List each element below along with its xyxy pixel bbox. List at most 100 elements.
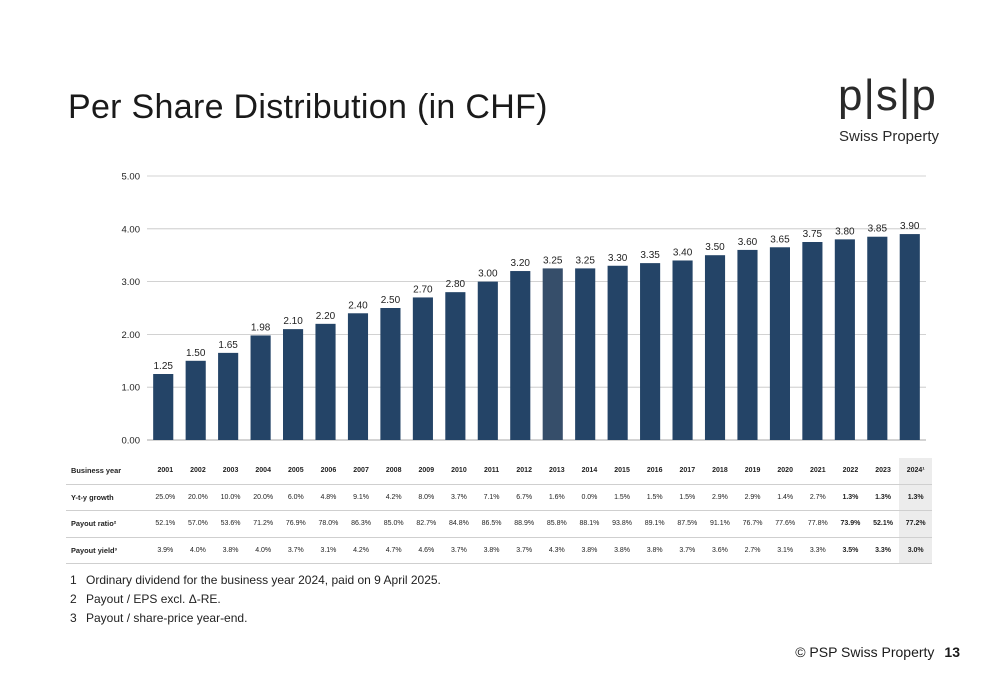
table-cell: 2.7%: [809, 493, 826, 501]
table-cell: 3.3%: [809, 546, 826, 554]
data-label-2018: 3.50: [705, 242, 725, 253]
data-label-2017: 3.40: [673, 247, 693, 258]
year-header: 2001: [157, 467, 174, 475]
table-cell: 10.0%: [220, 493, 241, 501]
table-cell: 4.7%: [385, 546, 402, 554]
year-header: 2007: [353, 467, 369, 475]
bar-2012: [510, 271, 531, 440]
bar-2018: [704, 255, 726, 440]
y-tick-label: 5.00: [122, 172, 141, 183]
year-header: 2016: [646, 467, 663, 475]
data-label-2010: 2.80: [446, 279, 466, 290]
data-label-2024: 3.90: [900, 221, 920, 232]
table-cell: 3.7%: [679, 546, 696, 554]
table-cell: 73.9%: [840, 520, 861, 528]
data-label-2007: 2.40: [348, 300, 368, 311]
data-label-2020: 3.65: [770, 234, 790, 245]
table-cell: 3.5%: [842, 546, 859, 554]
footer: © PSP Swiss Property 13: [795, 644, 960, 660]
table-cell: 86.3%: [351, 520, 371, 528]
table-cell: 4.0%: [255, 546, 272, 554]
bar-2022: [834, 239, 855, 440]
year-header: 2017: [679, 467, 696, 475]
table-cell: 8.0%: [418, 493, 435, 501]
footnote-2-text: Payout / EPS excl. Δ-RE.: [86, 592, 221, 606]
table-cell: 89.1%: [644, 520, 665, 528]
table-cell: 3.7%: [287, 546, 304, 554]
footnote-3: 3 Payout / share-price year-end.: [70, 611, 247, 625]
table-cell: 9.1%: [353, 493, 370, 501]
table-cell: 87.5%: [677, 520, 698, 528]
footnote-2-num: 2: [70, 592, 77, 606]
bar-2017: [672, 260, 693, 440]
row-label: Y-t-y growth: [71, 492, 114, 502]
table-cell: 3.8%: [614, 546, 631, 554]
data-label-2006: 2.20: [316, 311, 336, 322]
year-header: 2018: [712, 467, 728, 475]
table-cell: 1.3%: [899, 484, 932, 511]
table-cell: 1.3%: [842, 493, 859, 501]
bar-2010: [445, 292, 466, 440]
table-cell: 77.6%: [775, 520, 796, 528]
table-cell: 88.1%: [579, 520, 600, 528]
table-cell: 3.6%: [711, 546, 728, 554]
bar-2013: [542, 268, 563, 440]
year-header: 2024¹: [899, 458, 932, 484]
table-cell: 6.7%: [516, 493, 533, 501]
table-cell: 3.7%: [516, 546, 533, 554]
table-header-row: Business year 2001 2002 2003 2004 2005 2006 200…: [66, 458, 932, 484]
page-number: 13: [944, 644, 960, 660]
table-cell: 85.8%: [546, 520, 567, 528]
copyright: © PSP Swiss Property: [795, 644, 935, 660]
table-cell: 71.2%: [253, 520, 274, 528]
table-cell: 1.5%: [614, 493, 631, 501]
year-header: 2015: [614, 467, 630, 475]
table-cell: 0.0%: [581, 493, 598, 501]
bar-2016: [640, 263, 661, 440]
table-cell: 85.0%: [383, 520, 404, 528]
table-cell: 6.0%: [287, 493, 304, 501]
year-header: 2020: [777, 467, 793, 475]
table-cell: 3.7%: [450, 493, 467, 501]
year-header: 2014: [581, 467, 598, 475]
bar-2001: [153, 374, 174, 440]
table-row: Y-t-y growth 25.0% 20.0% 10.0% 20.0% 6.0% 4.8%…: [66, 484, 932, 511]
data-label-2012: 3.20: [511, 258, 531, 269]
data-label-2003: 1.65: [218, 340, 238, 351]
table-cell: 4.2%: [385, 493, 402, 501]
y-tick-label: 3.00: [122, 277, 141, 288]
data-label-2011: 3.00: [478, 269, 498, 280]
table-cell: 4.0%: [189, 546, 206, 554]
table-cell: 3.8%: [646, 546, 663, 554]
company-logo: p|s|p Swiss Property: [838, 71, 940, 154]
year-header: 2013: [549, 467, 565, 475]
footnote-3-text: Payout / share-price year-end.: [86, 611, 248, 625]
table-cell: 93.8%: [612, 520, 632, 528]
footnote-1-text: Ordinary dividend for the business year …: [86, 573, 441, 587]
table-cell: 3.3%: [875, 546, 892, 554]
year-header: 2023: [875, 467, 891, 475]
footnote-1-num: 1: [70, 573, 77, 587]
bar-2003: [218, 352, 239, 440]
row-label: Business year: [71, 466, 122, 476]
bar-2005: [283, 329, 304, 440]
table-cell: 1.4%: [777, 493, 794, 501]
table-cell: 76.7%: [742, 520, 763, 528]
page-title: Per Share Distribution (in CHF): [68, 88, 548, 126]
bar-2011: [477, 281, 498, 440]
footnote-1: 1 Ordinary dividend for the business year…: [70, 573, 441, 587]
table-cell: 86.5%: [481, 520, 502, 528]
year-header: 2022: [842, 467, 859, 475]
table-cell: 82.7%: [416, 520, 437, 528]
bar-2021: [802, 242, 823, 440]
table-cell: 57.0%: [188, 520, 208, 528]
table-cell: 2.9%: [744, 493, 761, 501]
year-header: 2012: [516, 467, 532, 475]
bar-2009: [412, 297, 433, 440]
bar-2002: [185, 360, 206, 440]
table-cell: 3.7%: [450, 546, 467, 554]
data-label-2002: 1.50: [186, 348, 206, 359]
table-cell: 4.2%: [353, 546, 370, 554]
logo-subtitle: Swiss Property: [839, 128, 940, 145]
data-label-2001: 1.25: [153, 361, 173, 372]
